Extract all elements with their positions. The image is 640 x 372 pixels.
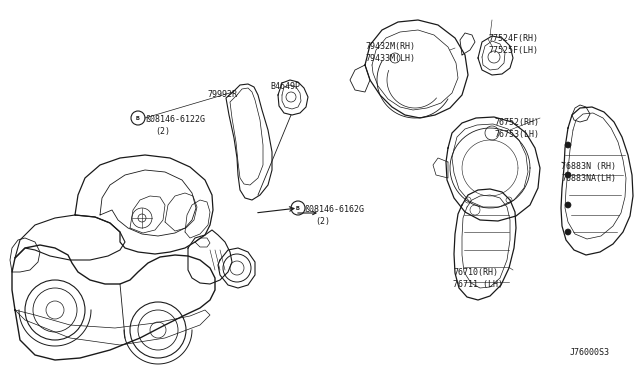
Text: 79992R: 79992R	[207, 90, 237, 99]
Text: 76883NA(LH): 76883NA(LH)	[561, 174, 616, 183]
Text: 76711 (LH): 76711 (LH)	[453, 280, 503, 289]
Text: 76753(LH): 76753(LH)	[494, 130, 539, 139]
Text: 77525F(LH): 77525F(LH)	[488, 46, 538, 55]
Text: J76000S3: J76000S3	[570, 348, 610, 357]
Text: 79433M(LH): 79433M(LH)	[365, 54, 415, 63]
Circle shape	[565, 172, 571, 178]
Text: B: B	[136, 115, 140, 121]
Text: B: B	[296, 205, 300, 211]
Text: ß08146-6122G: ß08146-6122G	[145, 115, 205, 124]
Text: 76710(RH): 76710(RH)	[453, 268, 498, 277]
Text: B4649P: B4649P	[270, 82, 300, 91]
Text: 77524F(RH): 77524F(RH)	[488, 34, 538, 43]
Circle shape	[565, 202, 571, 208]
Text: 79432M(RH): 79432M(RH)	[365, 42, 415, 51]
Text: 76752(RH): 76752(RH)	[494, 118, 539, 127]
Text: ß08146-6162G: ß08146-6162G	[304, 205, 364, 214]
Text: (2): (2)	[315, 217, 330, 226]
Text: 76883N (RH): 76883N (RH)	[561, 162, 616, 171]
Circle shape	[565, 142, 571, 148]
Circle shape	[565, 229, 571, 235]
Text: (2): (2)	[155, 127, 170, 136]
